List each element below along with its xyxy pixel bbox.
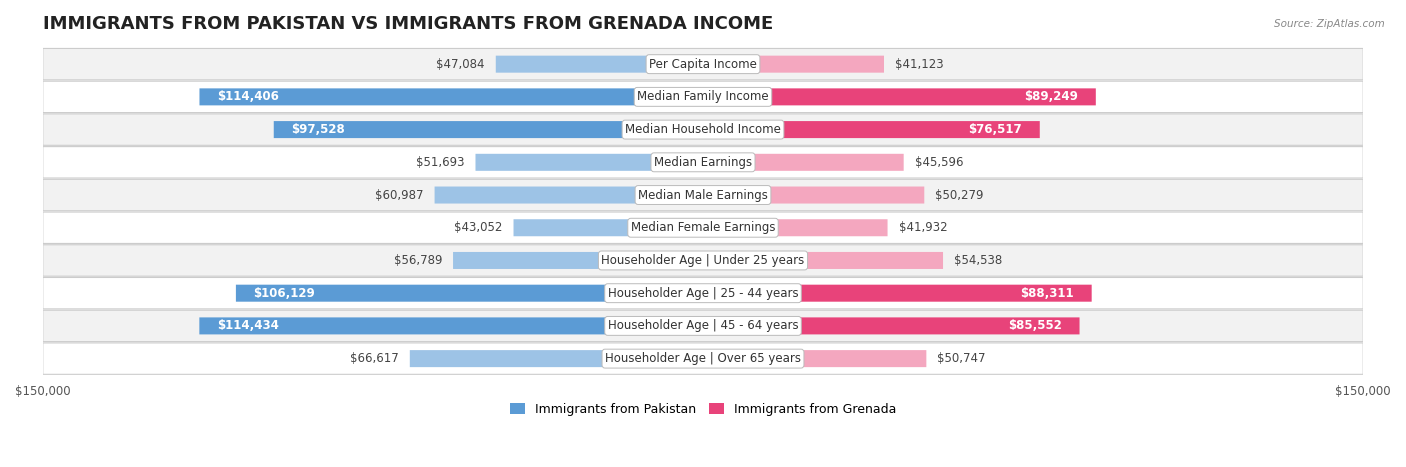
FancyBboxPatch shape xyxy=(703,285,1091,302)
FancyBboxPatch shape xyxy=(200,88,703,106)
FancyBboxPatch shape xyxy=(42,81,1364,113)
Text: $76,517: $76,517 xyxy=(969,123,1022,136)
FancyBboxPatch shape xyxy=(42,114,1364,145)
Text: $60,987: $60,987 xyxy=(375,189,423,202)
Legend: Immigrants from Pakistan, Immigrants from Grenada: Immigrants from Pakistan, Immigrants fro… xyxy=(505,398,901,421)
Text: $114,406: $114,406 xyxy=(217,91,278,103)
FancyBboxPatch shape xyxy=(703,350,927,367)
Text: Householder Age | 25 - 44 years: Householder Age | 25 - 44 years xyxy=(607,287,799,300)
Text: IMMIGRANTS FROM PAKISTAN VS IMMIGRANTS FROM GRENADA INCOME: IMMIGRANTS FROM PAKISTAN VS IMMIGRANTS F… xyxy=(42,15,773,33)
Text: Householder Age | Under 25 years: Householder Age | Under 25 years xyxy=(602,254,804,267)
Text: $66,617: $66,617 xyxy=(350,352,399,365)
FancyBboxPatch shape xyxy=(236,285,703,302)
FancyBboxPatch shape xyxy=(274,121,703,138)
FancyBboxPatch shape xyxy=(42,212,1364,243)
Text: Householder Age | 45 - 64 years: Householder Age | 45 - 64 years xyxy=(607,319,799,333)
Text: $114,434: $114,434 xyxy=(217,319,278,333)
Text: Median Family Income: Median Family Income xyxy=(637,91,769,103)
FancyBboxPatch shape xyxy=(513,219,703,236)
FancyBboxPatch shape xyxy=(703,88,1095,106)
FancyBboxPatch shape xyxy=(496,56,703,73)
FancyBboxPatch shape xyxy=(200,318,703,334)
FancyBboxPatch shape xyxy=(42,343,1364,375)
FancyBboxPatch shape xyxy=(703,219,887,236)
FancyBboxPatch shape xyxy=(434,186,703,204)
Text: Per Capita Income: Per Capita Income xyxy=(650,57,756,71)
FancyBboxPatch shape xyxy=(475,154,703,171)
Text: Householder Age | Over 65 years: Householder Age | Over 65 years xyxy=(605,352,801,365)
Text: $85,552: $85,552 xyxy=(1008,319,1062,333)
FancyBboxPatch shape xyxy=(42,179,1364,211)
FancyBboxPatch shape xyxy=(42,49,1364,80)
Text: Median Earnings: Median Earnings xyxy=(654,156,752,169)
Text: $43,052: $43,052 xyxy=(454,221,502,234)
Text: $106,129: $106,129 xyxy=(253,287,315,300)
Text: $41,932: $41,932 xyxy=(898,221,948,234)
Text: Median Household Income: Median Household Income xyxy=(626,123,780,136)
Text: $50,747: $50,747 xyxy=(938,352,986,365)
FancyBboxPatch shape xyxy=(42,245,1364,276)
Text: $97,528: $97,528 xyxy=(291,123,344,136)
Text: $41,123: $41,123 xyxy=(896,57,943,71)
FancyBboxPatch shape xyxy=(453,252,703,269)
FancyBboxPatch shape xyxy=(703,252,943,269)
Text: $54,538: $54,538 xyxy=(955,254,1002,267)
Text: $56,789: $56,789 xyxy=(394,254,441,267)
Text: $50,279: $50,279 xyxy=(935,189,984,202)
Text: Median Male Earnings: Median Male Earnings xyxy=(638,189,768,202)
Text: $89,249: $89,249 xyxy=(1025,91,1078,103)
FancyBboxPatch shape xyxy=(42,147,1364,178)
Text: $47,084: $47,084 xyxy=(436,57,485,71)
FancyBboxPatch shape xyxy=(703,318,1080,334)
Text: Median Female Earnings: Median Female Earnings xyxy=(631,221,775,234)
Text: $45,596: $45,596 xyxy=(915,156,963,169)
FancyBboxPatch shape xyxy=(42,277,1364,309)
FancyBboxPatch shape xyxy=(703,56,884,73)
Text: $51,693: $51,693 xyxy=(416,156,464,169)
FancyBboxPatch shape xyxy=(703,154,904,171)
Text: $88,311: $88,311 xyxy=(1021,287,1074,300)
FancyBboxPatch shape xyxy=(703,121,1040,138)
Text: Source: ZipAtlas.com: Source: ZipAtlas.com xyxy=(1274,19,1385,28)
FancyBboxPatch shape xyxy=(703,186,924,204)
FancyBboxPatch shape xyxy=(42,310,1364,341)
FancyBboxPatch shape xyxy=(409,350,703,367)
